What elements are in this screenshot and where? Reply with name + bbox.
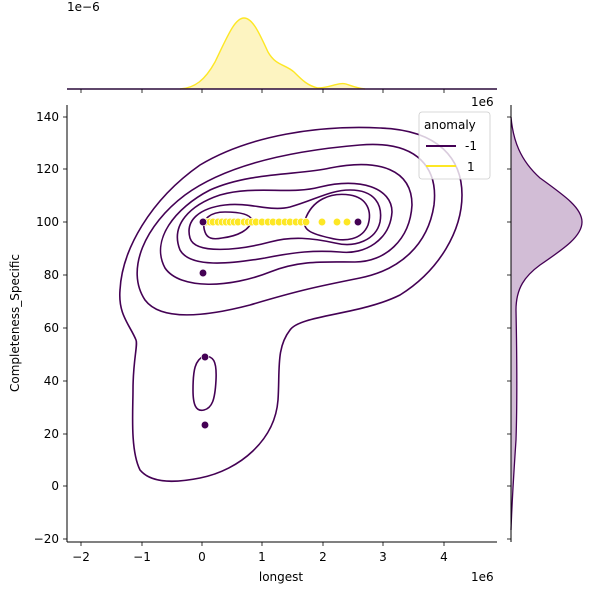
svg-text:2: 2: [319, 550, 327, 564]
svg-text:60: 60: [44, 321, 59, 335]
svg-text:80: 80: [44, 268, 59, 282]
svg-text:140: 140: [36, 110, 59, 124]
x-ticks: [80, 542, 445, 546]
svg-text:−1: −1: [133, 550, 151, 564]
top-offset-label: 1e−6: [67, 0, 100, 14]
legend-title: anomaly: [424, 118, 476, 132]
y-ticks: [63, 116, 67, 540]
y-axis-label: Completeness_Specific: [8, 254, 22, 392]
kde-contours: [119, 126, 463, 483]
right-marginal: 1e6: [471, 95, 583, 542]
svg-text:0: 0: [198, 550, 206, 564]
top-marginal: 1e−6: [67, 0, 497, 93]
y-tick-labels: −20 0 20 40 60 80 100 120 140: [34, 110, 59, 546]
legend-label-neg1: -1: [465, 139, 477, 153]
series-1-points: [201, 217, 352, 227]
svg-text:3: 3: [379, 550, 387, 564]
svg-text:100: 100: [36, 215, 59, 229]
svg-text:40: 40: [44, 374, 59, 388]
right-offset-label: 1e6: [471, 95, 494, 109]
x-tick-labels: −2 −1 0 1 2 3 4: [72, 550, 448, 564]
series-neg1-points: [198, 217, 363, 430]
svg-text:120: 120: [36, 162, 59, 176]
svg-text:−20: −20: [34, 532, 59, 546]
legend-label-pos1: 1: [467, 160, 475, 174]
top-kde-curve: [179, 17, 366, 90]
svg-text:−2: −2: [72, 550, 90, 564]
svg-text:20: 20: [44, 427, 59, 441]
svg-text:0: 0: [51, 479, 59, 493]
x-offset-label: 1e6: [471, 570, 494, 584]
svg-text:4: 4: [440, 550, 448, 564]
joint-axes: −2 −1 0 1 2 3 4 −20 0 20 40 60 80 100 12…: [8, 105, 497, 584]
x-axis-label: longest: [259, 570, 304, 584]
svg-text:1: 1: [258, 550, 266, 564]
right-kde-curve: [510, 116, 583, 531]
legend: anomaly -1 1: [418, 111, 491, 180]
